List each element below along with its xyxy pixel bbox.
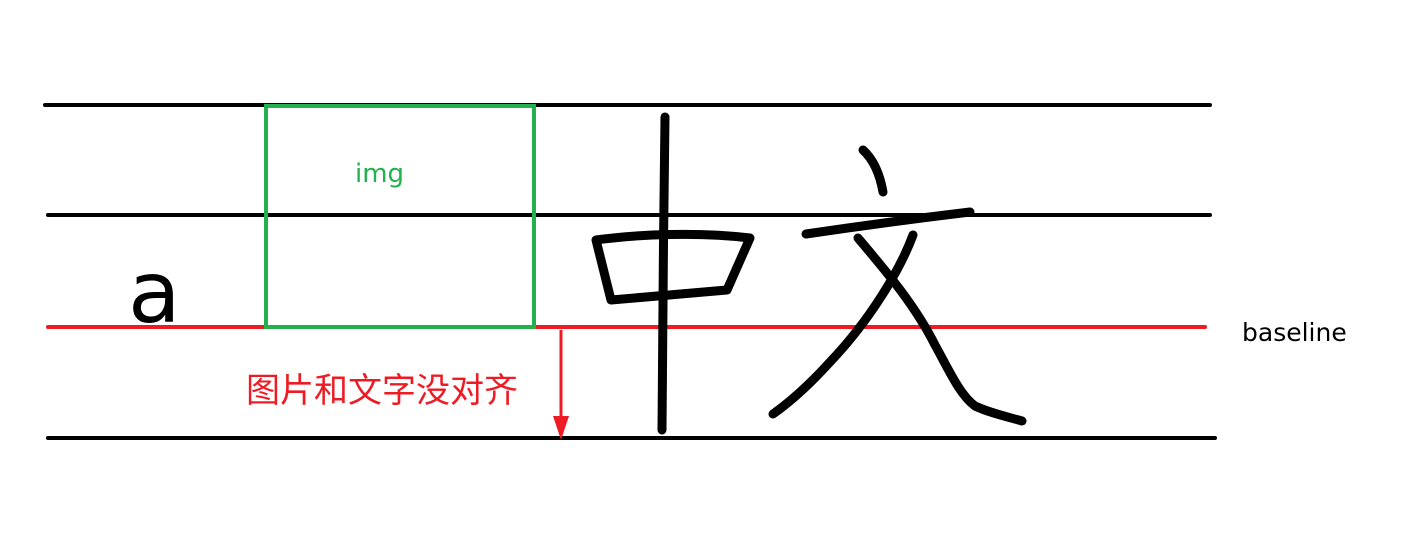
misalignment-arrow-head xyxy=(553,416,569,440)
handwritten-wen-glyph xyxy=(768,145,1027,426)
image-box-label: img xyxy=(355,159,404,189)
handwritten-zhong-glyph xyxy=(591,112,755,435)
misalignment-note: 图片和文字没对齐 xyxy=(246,371,518,411)
baseline-label: baseline xyxy=(1242,318,1347,347)
letter-a: a xyxy=(128,243,181,343)
image-placeholder-box xyxy=(264,104,536,329)
